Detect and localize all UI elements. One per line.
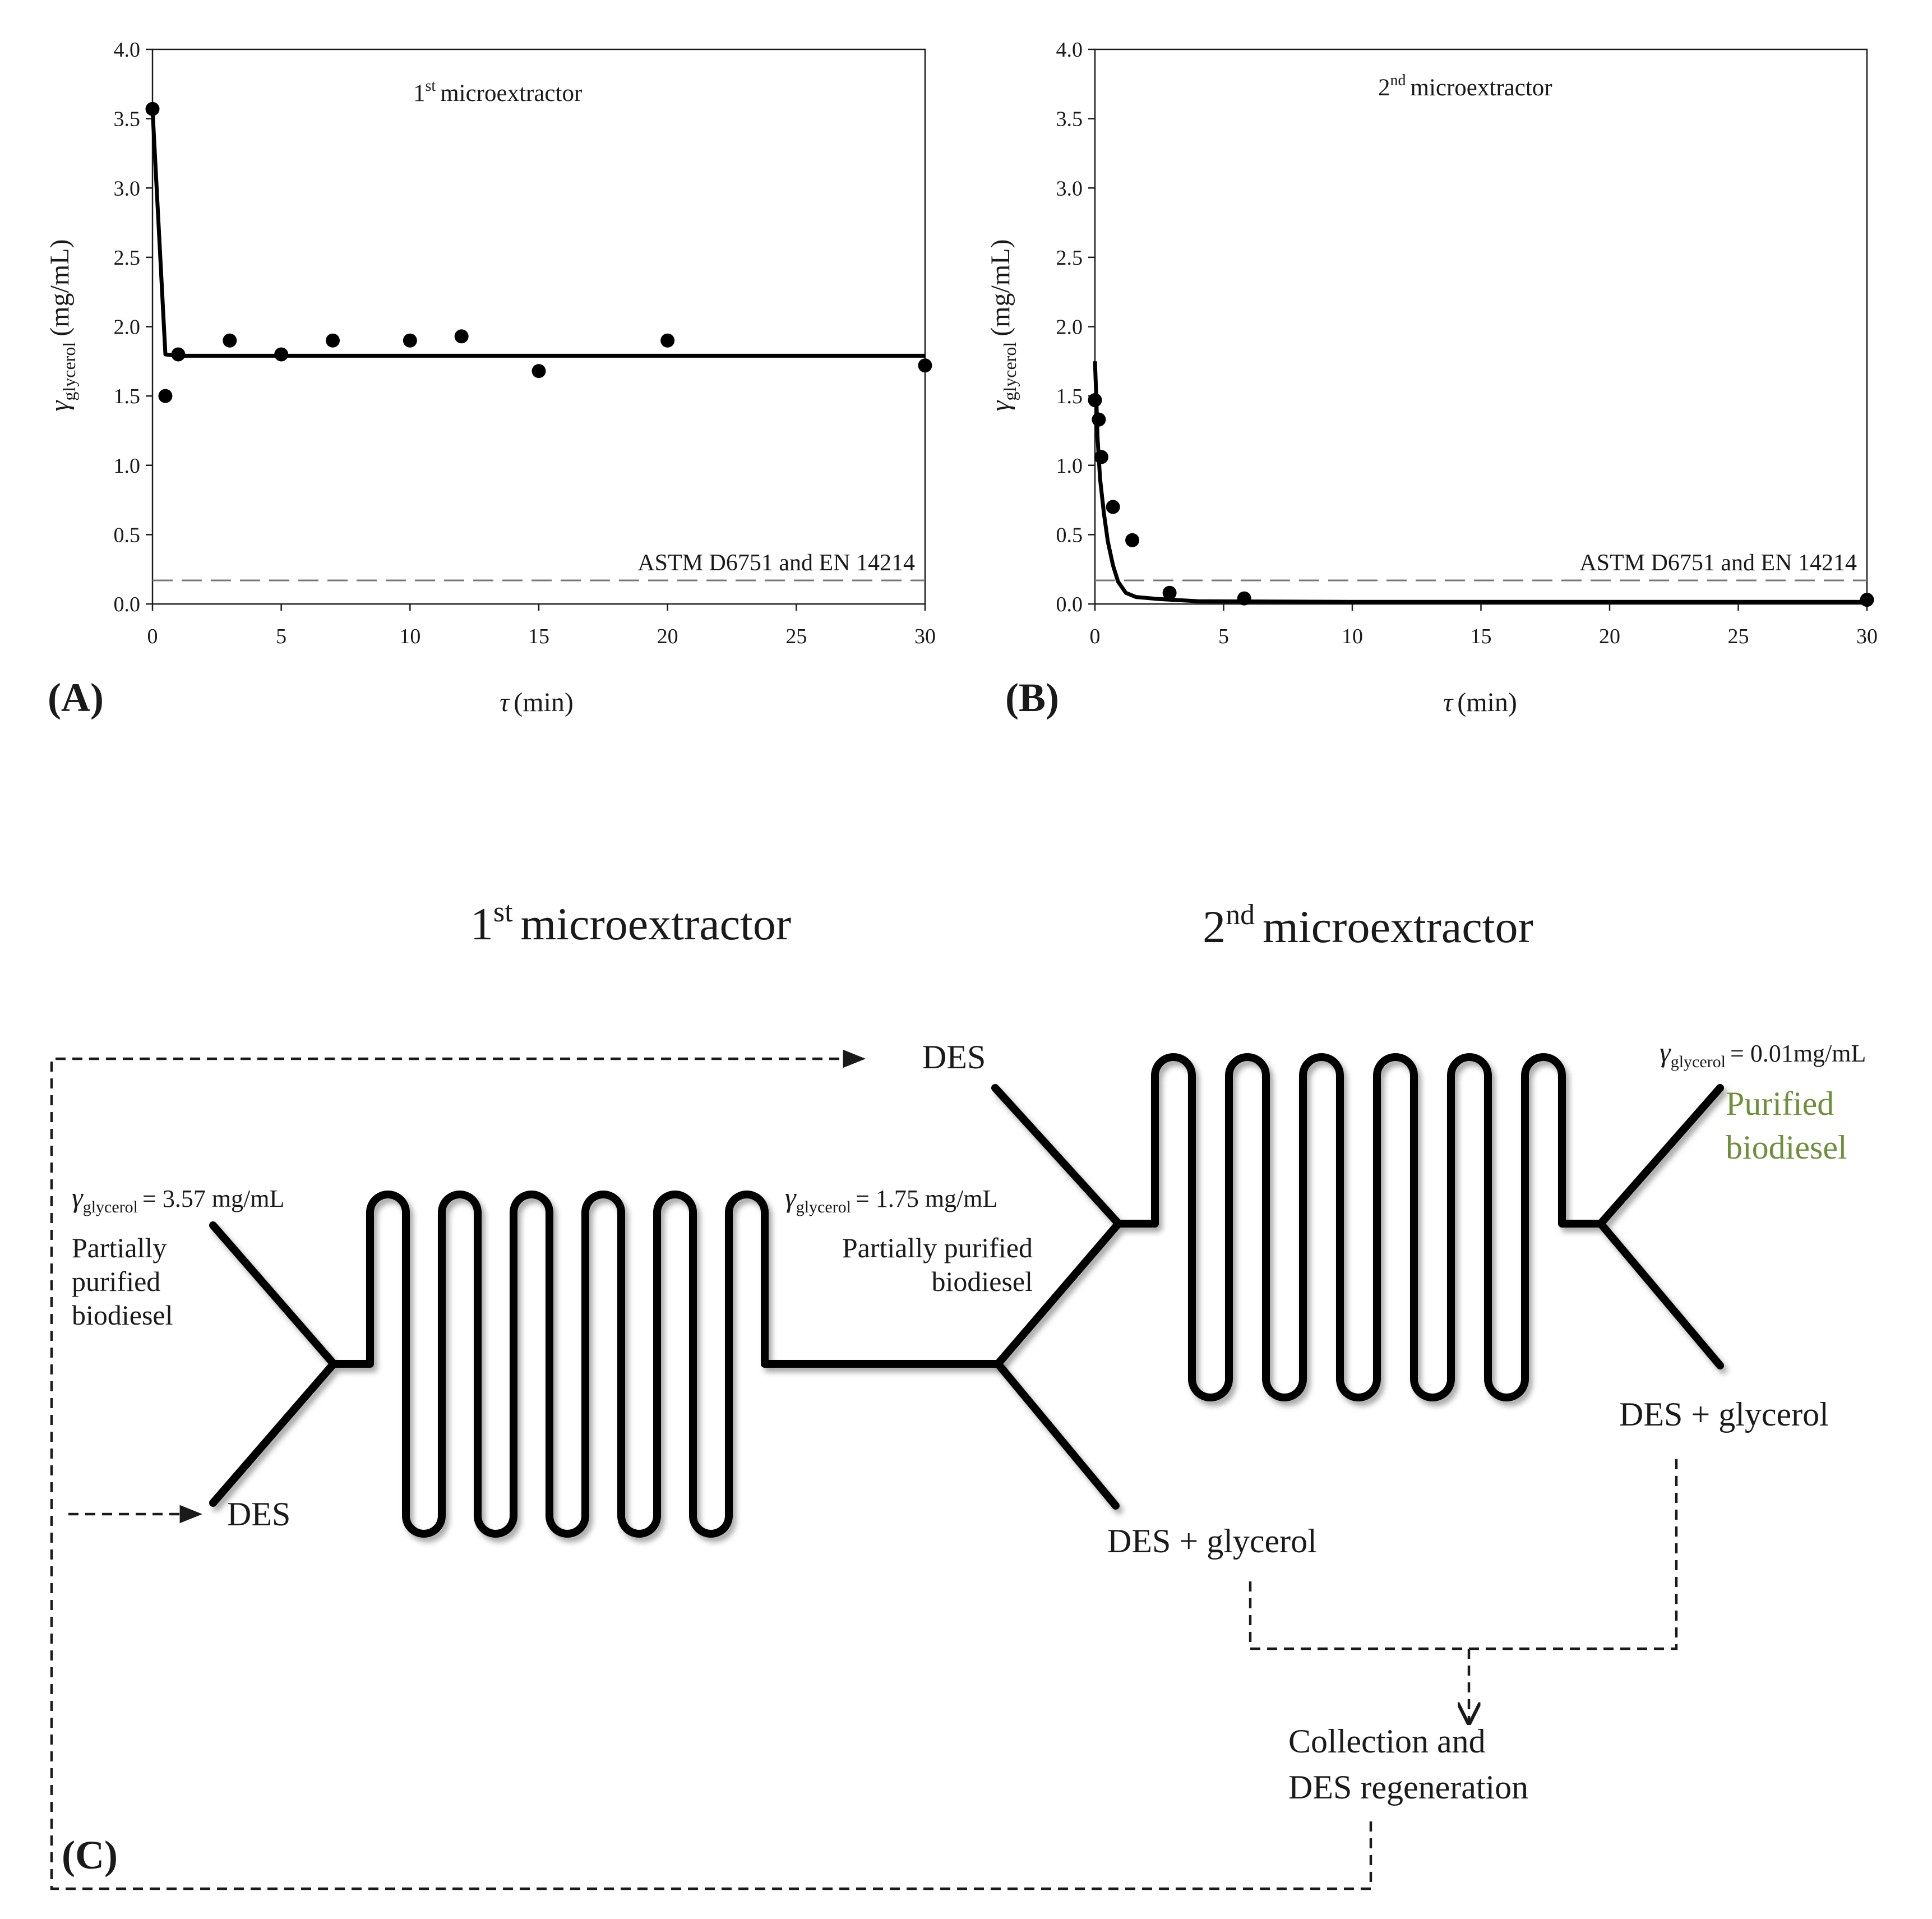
plot-frame-a — [151, 48, 926, 605]
data-point-a — [403, 333, 417, 348]
panel-a-ylabel: γglycerol(mg/mL) — [45, 239, 79, 411]
x-tick-label-a: 15 — [528, 625, 549, 648]
first-chip-inlet-top — [209, 1221, 338, 1368]
y-tick-label-b: 3.5 — [1056, 108, 1083, 131]
outlet-label: Purified biodiesel — [1726, 1085, 1847, 1166]
data-point-b — [1125, 533, 1140, 547]
des-recycle-lines — [50, 1049, 1678, 1890]
x-tick-label-a: 25 — [785, 625, 807, 648]
outlet-concentration: γglycerol = 0.01mg/mL — [1660, 1036, 1866, 1071]
second-chip-product-outlet — [1597, 1084, 1724, 1228]
data-point-a — [454, 329, 469, 344]
inlet-concentration: γglycerol = 3.57 mg/mL — [72, 1182, 284, 1216]
y-tick-label-a: 2.0 — [114, 316, 141, 339]
x-tick-label-a: 10 — [399, 625, 420, 648]
data-point-a — [274, 347, 289, 362]
collection-label: Collection and DES regeneration — [1288, 1723, 1528, 1806]
x-tick-label-a: 0 — [147, 625, 158, 648]
data-point-a — [531, 364, 546, 379]
y-tick-label-b: 2.0 — [1056, 316, 1083, 339]
first-microextractor-title: 1st microextractor — [470, 896, 791, 949]
y-tick-label-b: 2.5 — [1056, 246, 1083, 270]
y-tick-label-a: 3.0 — [114, 177, 141, 200]
data-point-a — [145, 102, 160, 116]
first-chip-serpentine — [330, 1191, 771, 1538]
x-tick-label-b: 30 — [1856, 625, 1878, 648]
x-tick-label-b: 10 — [1342, 625, 1363, 648]
second-chip-junction-bottom — [994, 1220, 1122, 1368]
x-tick-label-b: 25 — [1728, 625, 1749, 648]
y-tick-label-a: 4.0 — [114, 38, 141, 62]
x-tick-label-b: 5 — [1218, 625, 1229, 648]
des-label-first: DES — [227, 1496, 290, 1533]
panel-a-xlabel: τ (min) — [500, 688, 574, 717]
data-point-b — [1162, 585, 1177, 600]
second-microextractor-title: 2nd microextractor — [1203, 899, 1533, 952]
data-point-a — [158, 389, 173, 403]
y-tick-label-a: 0.0 — [114, 593, 141, 616]
data-point-a — [171, 347, 186, 362]
x-tick-label-b: 0 — [1090, 625, 1101, 648]
y-tick-label-b: 1.0 — [1056, 454, 1083, 478]
panel-b-ylabel: γglycerol(mg/mL) — [986, 239, 1020, 411]
recycle-line-main — [50, 1049, 1372, 1890]
y-tick-label-a: 0.5 — [114, 523, 141, 547]
data-point-b — [1237, 591, 1251, 606]
panel-a-title: 1st microextractor — [413, 77, 582, 107]
y-tick-label-b: 4.0 — [1056, 38, 1083, 62]
y-tick-label-b: 1.5 — [1056, 385, 1083, 408]
plot-frame-b — [1094, 48, 1868, 605]
first-chip-inlet-bottom — [209, 1360, 338, 1507]
data-point-b — [1092, 412, 1106, 427]
y-tick-label-b: 0.5 — [1056, 523, 1083, 547]
second-chip-waste-outlet — [994, 1360, 1120, 1510]
reference-line-label-b: ASTM D6751 and EN 14214 — [1579, 550, 1857, 576]
mid-label: Partially purified biodiesel — [842, 1232, 1033, 1297]
inlet-label: Partially purified biodiesel — [72, 1232, 173, 1331]
model-curve-a — [150, 109, 925, 358]
y-tick-label-b: 3.0 — [1056, 177, 1083, 200]
chart-panel-a: 1st microextractor (A) τ (min) γglycerol(m… — [45, 38, 936, 720]
des-label-second: DES — [922, 1039, 986, 1076]
data-point-b — [1860, 593, 1874, 607]
des-glycerol-label-second: DES + glycerol — [1619, 1396, 1829, 1433]
data-point-a — [326, 333, 340, 348]
panel-b-xlabel: τ (min) — [1443, 688, 1517, 717]
chart-panel-b: 2nd microextractor (B) τ (min) γglycerol(m… — [986, 38, 1878, 720]
schematic-panel-c: 1st microextractor 2nd microextractor — [50, 896, 1866, 1890]
panel-c-letter: (C) — [62, 1833, 118, 1878]
panel-a-letter: (A) — [48, 675, 104, 720]
first-microextractor-chip — [209, 1191, 1002, 1538]
x-tick-label-b: 20 — [1599, 625, 1620, 648]
x-tick-label-b: 15 — [1471, 625, 1492, 648]
waste-collect-first — [1249, 1452, 1678, 1650]
x-tick-label-a: 5 — [276, 625, 286, 648]
y-tick-label-b: 0.0 — [1056, 593, 1083, 616]
reference-line-label-a: ASTM D6751 and EN 14214 — [637, 550, 915, 576]
data-point-b — [1088, 393, 1102, 408]
x-tick-label-a: 30 — [914, 625, 936, 648]
panel-b-title: 2nd microextractor — [1378, 72, 1552, 101]
y-tick-label-a: 1.0 — [114, 454, 141, 478]
second-microextractor-chip — [991, 1053, 1724, 1510]
data-point-a — [918, 358, 932, 373]
des-glycerol-label-first: DES + glycerol — [1107, 1523, 1317, 1560]
second-chip-serpentine — [1115, 1053, 1605, 1401]
data-point-b — [1094, 450, 1108, 464]
data-point-a — [223, 333, 237, 348]
y-tick-label-a: 1.5 — [114, 385, 141, 408]
y-tick-label-a: 2.5 — [114, 246, 141, 270]
data-point-a — [660, 333, 675, 348]
y-tick-label-a: 3.5 — [114, 108, 141, 131]
x-tick-label-a: 20 — [657, 625, 678, 648]
second-chip-junction-top — [991, 1084, 1122, 1228]
mid-concentration: γglycerol = 1.75 mg/mL — [785, 1182, 997, 1216]
data-point-b — [1106, 500, 1120, 514]
second-chip-waste-outlet-2 — [1597, 1220, 1724, 1369]
panel-b-letter: (B) — [1005, 675, 1059, 720]
